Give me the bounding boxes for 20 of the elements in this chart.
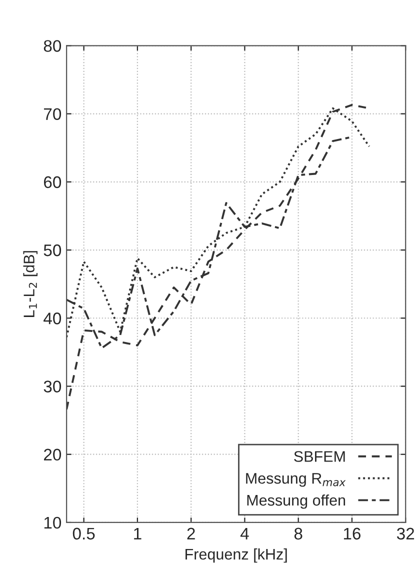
- y-tick-label: 70: [44, 108, 62, 120]
- y-tick-label: 60: [44, 176, 62, 188]
- x-tick-label: 8: [294, 528, 302, 540]
- y-tick-label: 40: [44, 312, 62, 324]
- x-tick-label: 32: [396, 528, 414, 540]
- x-tick-label: 1: [134, 528, 142, 540]
- legend-label: SBFEM: [294, 451, 345, 462]
- x-tick-label: 4: [240, 528, 249, 540]
- y-tick-label: 30: [44, 380, 62, 392]
- y-tick-label: 80: [44, 40, 62, 52]
- x-tick-label: 2: [187, 528, 195, 540]
- legend-label: Messung R$_{max}$: [246, 473, 346, 487]
- y-axis-title: L$_{1}$-L$_{2}$ [dB]: [23, 251, 38, 317]
- x-tick-label: 0.5: [72, 528, 95, 540]
- y-tick-label: 50: [44, 244, 62, 256]
- y-tick-label: 20: [44, 448, 62, 461]
- legend-label: Messung offen: [247, 494, 346, 509]
- x-axis-title: Frequenz [kHz]: [186, 548, 287, 563]
- x-tick-label: 16: [344, 528, 361, 540]
- y-tick-label: 10: [44, 516, 62, 529]
